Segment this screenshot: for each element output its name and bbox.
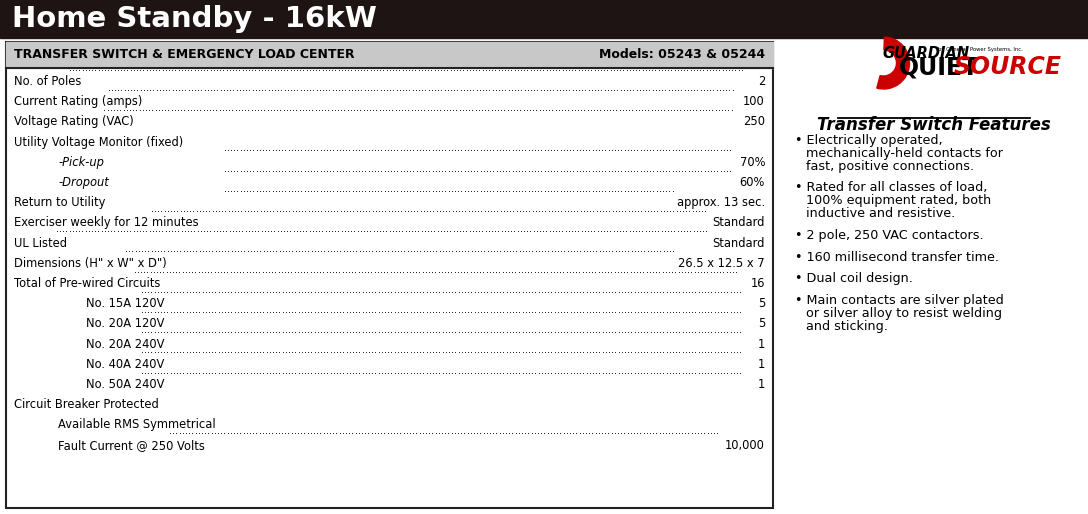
Text: Exerciser weekly for 12 minutes: Exerciser weekly for 12 minutes [14, 216, 199, 229]
Text: TRANSFER SWITCH & EMERGENCY LOAD CENTER: TRANSFER SWITCH & EMERGENCY LOAD CENTER [14, 48, 355, 62]
Text: 1: 1 [757, 338, 765, 351]
Text: No. 15A 120V: No. 15A 120V [86, 297, 164, 310]
Text: 100% equipment rated, both: 100% equipment rated, both [806, 194, 991, 207]
Text: • Rated for all classes of load,: • Rated for all classes of load, [795, 181, 988, 194]
Text: Transfer Switch Features: Transfer Switch Features [817, 116, 1050, 134]
Wedge shape [877, 37, 910, 89]
Text: SOURCE: SOURCE [953, 55, 1062, 79]
Text: 100: 100 [743, 95, 765, 108]
Text: • 2 pole, 250 VAC contactors.: • 2 pole, 250 VAC contactors. [795, 229, 984, 242]
Text: Fault Current @ 250 Volts: Fault Current @ 250 Volts [58, 438, 205, 452]
Text: 5: 5 [757, 297, 765, 310]
Text: 26.5 x 12.5 x 7: 26.5 x 12.5 x 7 [679, 257, 765, 270]
Text: 5: 5 [757, 318, 765, 331]
Text: Dimensions (H" x W" x D"): Dimensions (H" x W" x D") [14, 257, 166, 270]
Bar [7, 42, 772, 68]
Text: GUARDIAN: GUARDIAN [883, 46, 970, 62]
Text: No. of Poles: No. of Poles [14, 75, 82, 88]
Text: -Pick-up: -Pick-up [58, 156, 103, 169]
Text: No. 50A 240V: No. 50A 240V [86, 378, 164, 391]
Text: • Dual coil design.: • Dual coil design. [795, 272, 913, 285]
Text: approx. 13 sec.: approx. 13 sec. [677, 196, 765, 209]
Text: Standard: Standard [713, 216, 765, 229]
Text: Return to Utility: Return to Utility [14, 196, 106, 209]
Text: • Electrically operated,: • Electrically operated, [795, 134, 942, 147]
Text: -Dropout: -Dropout [58, 176, 109, 189]
Text: 1: 1 [757, 358, 765, 371]
Text: 70%: 70% [740, 156, 765, 169]
Text: 60%: 60% [740, 176, 765, 189]
Text: 2: 2 [757, 75, 765, 88]
Text: • 160 millisecond transfer time.: • 160 millisecond transfer time. [795, 251, 999, 264]
Text: Current Rating (amps): Current Rating (amps) [14, 95, 143, 108]
Text: Circuit Breaker Protected: Circuit Breaker Protected [14, 398, 159, 411]
Text: 1: 1 [757, 378, 765, 391]
Text: Available RMS Symmetrical: Available RMS Symmetrical [58, 418, 215, 431]
Text: 250: 250 [743, 116, 765, 128]
Text: inductive and resistive.: inductive and resistive. [806, 207, 955, 220]
Bar [7, 42, 772, 508]
Text: and sticking.: and sticking. [806, 320, 888, 333]
Text: Voltage Rating (VAC): Voltage Rating (VAC) [14, 116, 134, 128]
Text: • Main contacts are silver plated: • Main contacts are silver plated [795, 294, 1004, 307]
Text: No. 20A 240V: No. 20A 240V [86, 338, 164, 351]
Text: Total of Pre-wired Circuits: Total of Pre-wired Circuits [14, 277, 160, 290]
Text: Standard: Standard [713, 236, 765, 250]
Text: 16: 16 [751, 277, 765, 290]
Text: fast, positive connections.: fast, positive connections. [806, 160, 974, 173]
Text: or silver alloy to resist welding: or silver alloy to resist welding [806, 307, 1002, 320]
Text: mechanically-held contacts for: mechanically-held contacts for [806, 147, 1003, 160]
Text: by Generac Power Systems, Inc.: by Generac Power Systems, Inc. [938, 46, 1023, 51]
Text: No. 20A 120V: No. 20A 120V [86, 318, 164, 331]
Text: 10,000: 10,000 [725, 438, 765, 452]
Text: Utility Voltage Monitor (fixed): Utility Voltage Monitor (fixed) [14, 136, 183, 149]
Text: QUIET: QUIET [899, 55, 979, 79]
Text: UL Listed: UL Listed [14, 236, 67, 250]
Text: Home Standby - 16kW: Home Standby - 16kW [12, 5, 376, 33]
Text: Models: 05243 & 05244: Models: 05243 & 05244 [598, 48, 765, 62]
Bar [0, 0, 1088, 38]
Text: No. 40A 240V: No. 40A 240V [86, 358, 164, 371]
